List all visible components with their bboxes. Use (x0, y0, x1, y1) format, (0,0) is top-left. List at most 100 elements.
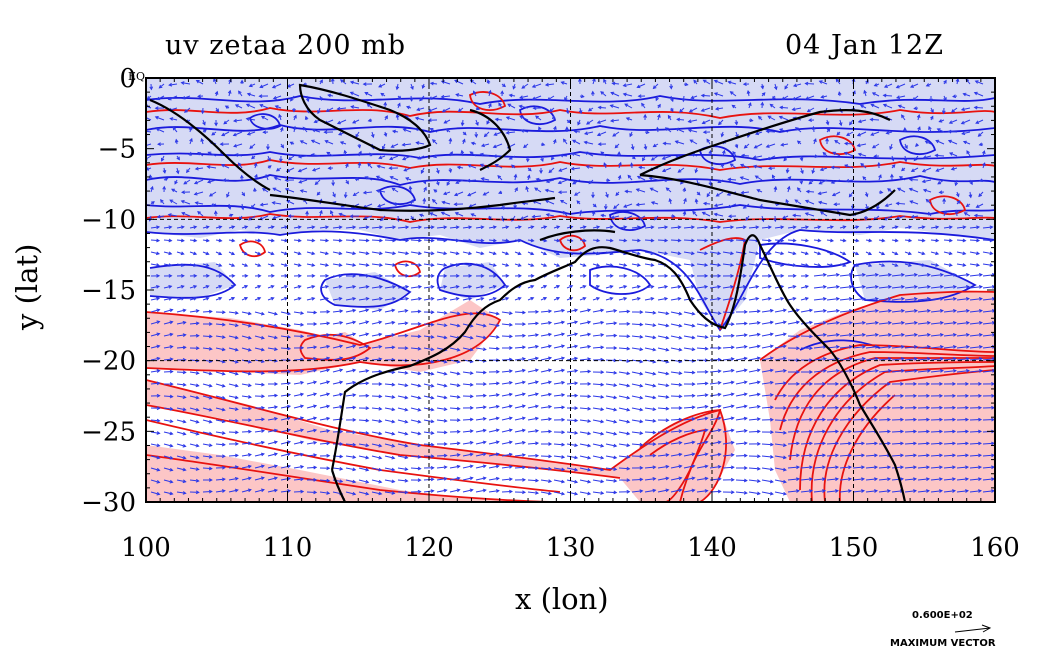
wind-vector-head (343, 194, 348, 199)
wind-vector-head (508, 156, 513, 160)
wind-vector (898, 105, 906, 109)
wind-vector-head (462, 131, 467, 136)
wind-vector (922, 179, 932, 183)
wind-vector-head (300, 428, 305, 433)
wind-vector (298, 167, 308, 172)
wind-vector-head (822, 429, 827, 434)
wind-vector-head (430, 359, 435, 364)
wind-vector-head (808, 118, 813, 123)
wind-vector (722, 239, 734, 242)
wind-vector (761, 357, 773, 361)
wind-vector (514, 441, 526, 445)
wind-vector (241, 407, 251, 410)
wind-vector-head (991, 453, 995, 458)
wind-vector-head (843, 151, 848, 156)
wind-vector (410, 431, 421, 435)
wind-vector-head (469, 406, 474, 410)
wind-vector (592, 251, 600, 255)
wind-vector (462, 311, 473, 315)
wind-vector-head (819, 167, 824, 172)
wind-vector-head (195, 309, 200, 313)
wind-vector-head (469, 382, 474, 387)
wind-vector (852, 466, 865, 469)
wind-vector (969, 310, 982, 313)
wind-vector-head (626, 321, 631, 326)
wind-vector-head (290, 97, 294, 102)
wind-vector-head (482, 452, 487, 457)
wind-vector-head (195, 80, 200, 84)
wind-vector-head (626, 334, 631, 339)
wind-vector-head (913, 393, 918, 398)
wind-vector (546, 213, 555, 217)
wind-vector-head (561, 491, 566, 496)
wind-vector (956, 239, 966, 242)
wind-vector-head (544, 199, 549, 204)
wind-vector (449, 407, 460, 410)
wind-vector-head (364, 91, 369, 96)
wind-vector (176, 479, 186, 483)
wind-vector-head (978, 417, 983, 422)
wind-vector-head (842, 225, 847, 229)
wind-vector-head (202, 121, 206, 126)
wind-vector-head (531, 214, 536, 219)
wind-vector-head (272, 95, 277, 100)
wind-vector-head (323, 130, 328, 135)
wind-vector-head (626, 419, 631, 424)
wind-vector-head (730, 404, 735, 409)
wind-vector (181, 212, 191, 217)
wind-vector-head (639, 431, 644, 435)
wind-vector (683, 406, 695, 409)
wind-vector-head (156, 332, 161, 337)
wind-vector-head (639, 419, 644, 424)
wind-vector-head (234, 418, 239, 423)
wind-vector-head (469, 311, 474, 316)
wind-vector-head (326, 368, 331, 373)
wind-vector-head (869, 117, 874, 122)
wind-vector (813, 454, 826, 457)
wind-vector-head (313, 416, 318, 421)
wind-vector (839, 466, 852, 469)
wind-vector-head (779, 105, 784, 110)
wind-vector-head (443, 310, 448, 315)
wind-vector-head (221, 383, 226, 388)
wind-vector-head (508, 404, 513, 409)
wind-vector-head (300, 477, 305, 482)
wind-vector (852, 490, 865, 493)
wind-vector (345, 491, 356, 495)
wind-vector-head (742, 296, 747, 301)
wind-vector-head (300, 416, 305, 421)
wind-vector (722, 441, 734, 445)
wind-vector-head (467, 192, 472, 197)
wind-vector (300, 140, 308, 145)
wind-vector (514, 358, 526, 361)
wind-vector-head (830, 165, 835, 170)
wind-vector (780, 106, 789, 109)
new-guinea-coastline (639, 173, 896, 217)
wind-vector (688, 129, 698, 133)
wind-vector-head (639, 395, 644, 400)
wind-vector-head (324, 139, 329, 144)
wind-vector (288, 155, 295, 161)
wind-vector (306, 239, 315, 242)
wind-vector-head (691, 417, 696, 421)
wind-vector (748, 369, 760, 373)
wind-vector-head (796, 441, 801, 446)
wind-vector (436, 323, 447, 327)
wind-vector (371, 333, 382, 337)
wind-vector (428, 107, 438, 112)
wind-vector-head (887, 489, 892, 493)
wind-vector-head (205, 263, 210, 267)
wind-vector (592, 431, 604, 435)
wind-vector-head (626, 395, 631, 400)
wind-vector-head (742, 82, 747, 87)
wind-vector-head (260, 452, 265, 457)
wind-vector-head (848, 369, 853, 373)
wind-vector-head (769, 103, 774, 108)
wind-vector-head (195, 443, 200, 448)
wind-vector-head (535, 115, 539, 120)
wind-vector (787, 454, 800, 457)
eq-label: EQ (128, 70, 145, 83)
wind-vector (332, 405, 343, 409)
wind-vector-head (894, 225, 899, 229)
wind-vector (943, 490, 956, 493)
